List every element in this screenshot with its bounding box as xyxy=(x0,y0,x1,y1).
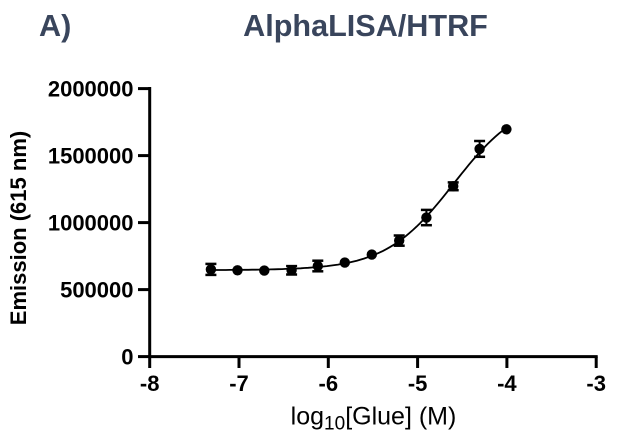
svg-text:log10[Glue] (M): log10[Glue] (M) xyxy=(291,403,457,435)
svg-text:-7: -7 xyxy=(229,371,249,396)
svg-text:-3: -3 xyxy=(586,371,606,396)
svg-text:-6: -6 xyxy=(319,371,339,396)
svg-text:A): A) xyxy=(39,9,71,43)
svg-text:-4: -4 xyxy=(497,371,517,396)
svg-text:0: 0 xyxy=(121,344,133,369)
svg-text:2000000: 2000000 xyxy=(48,76,134,101)
svg-text:1500000: 1500000 xyxy=(48,143,134,168)
svg-text:-8: -8 xyxy=(140,371,160,396)
svg-text:1000000: 1000000 xyxy=(48,210,134,235)
svg-text:Emission (615 nm): Emission (615 nm) xyxy=(6,131,31,325)
svg-text:500000: 500000 xyxy=(60,277,133,302)
svg-text:AlphaLISA/HTRF: AlphaLISA/HTRF xyxy=(243,9,488,43)
svg-text:-5: -5 xyxy=(408,371,428,396)
